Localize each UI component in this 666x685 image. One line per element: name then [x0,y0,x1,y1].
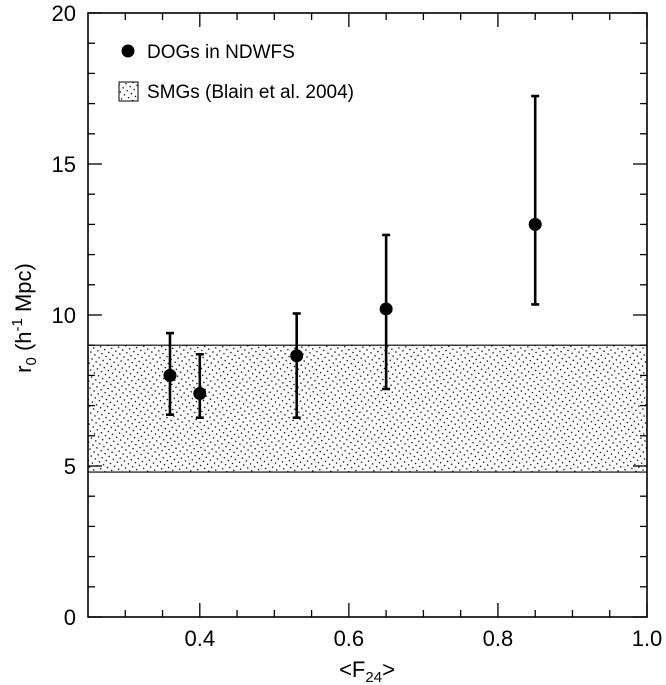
legend-label-dogs: DOGs in NDWFS [147,42,295,63]
y-tick-label: 10 [52,303,76,328]
legend-swatch-smgs [118,81,139,102]
data-point [193,387,207,401]
error-bar [195,352,204,419]
point-layer [163,217,542,401]
y-axis-title: r0 (h-1 Mpc) [9,263,40,373]
data-point [163,368,177,382]
plot-frame [87,12,648,618]
data-point [379,302,393,316]
error-bar [292,312,301,419]
legend-marker-dogs [121,44,135,58]
x-tick-label: 1.0 [632,626,663,651]
y-tick-label: 5 [64,454,76,479]
legend-label-smgs: SMGs (Blain et al. 2004) [147,82,354,103]
data-point [528,217,542,231]
y-tick-label: 0 [64,605,76,630]
errorbar-layer [165,94,540,419]
tick-layer [88,12,648,618]
x-tick-label: 0.6 [334,626,365,651]
x-tick-label: 0.4 [185,626,216,651]
y-tick-label: 15 [52,152,76,177]
error-bar [531,94,540,306]
data-point [290,349,304,363]
x-axis-title: <F24> [339,657,395,685]
tick-label-layer: 0.4 0.6 0.8 1.0 0 5 10 15 20 [52,1,663,651]
smg-band-fill [88,345,647,473]
legend: DOGs in NDWFS SMGs (Blain et al. 2004) [118,42,354,103]
y-tick-label: 20 [52,1,76,26]
band-layer [88,344,647,473]
x-tick-label: 0.8 [483,626,514,651]
